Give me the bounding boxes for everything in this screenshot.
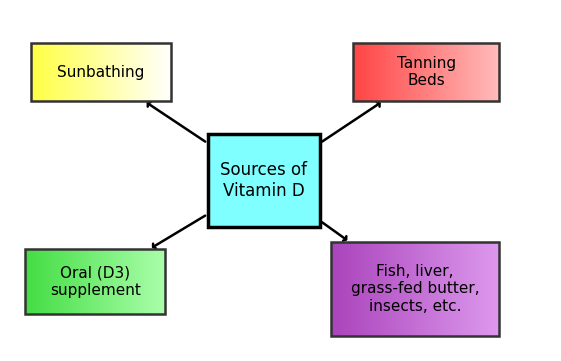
Text: Sunbathing: Sunbathing [57,65,145,80]
Text: Sources of
Vitamin D: Sources of Vitamin D [220,161,307,200]
Text: Fish, liver,
grass-fed butter,
insects, etc.: Fish, liver, grass-fed butter, insects, … [351,264,480,314]
FancyBboxPatch shape [208,134,320,227]
Text: Oral (D3)
supplement: Oral (D3) supplement [50,265,141,298]
Text: Tanning
Beds: Tanning Beds [397,56,456,88]
